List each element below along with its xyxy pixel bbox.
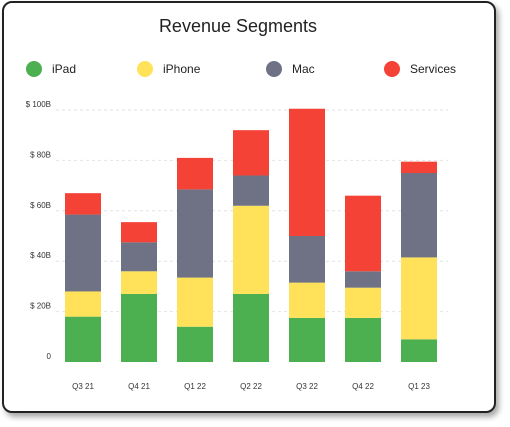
x-tick-label: Q3 22	[296, 382, 318, 391]
bar-iphone-q2-22	[233, 205, 269, 294]
x-tick-label: Q2 22	[240, 382, 262, 391]
bar-services-q1-23	[401, 161, 437, 173]
legend: iPad iPhone Mac Services	[26, 61, 456, 77]
bar-ipad-q4-21	[121, 293, 157, 362]
bar-ipad-q1-23	[401, 339, 437, 362]
bar-services-q3-22	[289, 108, 325, 236]
y-tick-label: $ 60B	[30, 201, 51, 210]
bar-mac-q1-22	[177, 189, 213, 278]
bars	[65, 108, 437, 362]
bar-services-q1-22	[177, 157, 213, 190]
bar-ipad-q2-22	[233, 293, 269, 362]
bar-ipad-q3-21	[65, 316, 101, 362]
bar-mac-q3-22	[289, 236, 325, 283]
legend-label-ipad: iPad	[52, 62, 76, 76]
legend-label-mac: Mac	[292, 62, 315, 76]
y-tick-label: 0	[47, 352, 52, 361]
y-tick-label: $ 40B	[30, 251, 51, 260]
bar-iphone-q1-22	[177, 277, 213, 327]
chart-title: Revenue Segments	[159, 16, 317, 36]
legend-label-services: Services	[410, 62, 456, 76]
bar-mac-q3-21	[65, 214, 101, 292]
bar-ipad-q4-22	[345, 317, 381, 362]
bar-mac-q4-21	[121, 242, 157, 272]
y-axis: 0 $ 20B $ 40B $ 60B $ 80B $ 100B	[26, 100, 52, 361]
grid-lines	[56, 109, 448, 313]
bar-mac-q4-22	[345, 271, 381, 288]
y-tick-label: $ 80B	[30, 150, 51, 159]
x-tick-label: Q3 21	[72, 382, 94, 391]
bar-services-q4-21	[121, 222, 157, 243]
bar-ipad-q1-22	[177, 326, 213, 362]
legend-marker-mac	[266, 61, 282, 77]
legend-label-iphone: iPhone	[163, 62, 201, 76]
y-tick-label: $ 20B	[30, 302, 51, 311]
legend-marker-ipad	[26, 61, 42, 77]
bar-iphone-q4-22	[345, 287, 381, 318]
x-tick-label: Q4 22	[352, 382, 374, 391]
legend-marker-services	[384, 61, 400, 77]
bar-services-q3-21	[65, 193, 101, 215]
bar-mac-q2-22	[233, 175, 269, 206]
bar-ipad-q3-22	[289, 317, 325, 362]
bar-mac-q1-23	[401, 173, 437, 258]
x-tick-label: Q4 21	[128, 382, 150, 391]
x-tick-label: Q1 23	[408, 382, 430, 391]
bar-iphone-q1-23	[401, 257, 437, 340]
bar-iphone-q3-22	[289, 282, 325, 318]
y-tick-label: $ 100B	[26, 100, 51, 109]
x-tick-label: Q1 22	[184, 382, 206, 391]
x-axis: Q3 21 Q4 21 Q1 22 Q2 22 Q3 22 Q4 22 Q1 23	[72, 382, 430, 391]
legend-marker-iphone	[137, 61, 153, 77]
bar-iphone-q3-21	[65, 291, 101, 317]
bar-services-q4-22	[345, 195, 381, 272]
bar-iphone-q4-21	[121, 271, 157, 294]
bar-services-q2-22	[233, 130, 269, 176]
